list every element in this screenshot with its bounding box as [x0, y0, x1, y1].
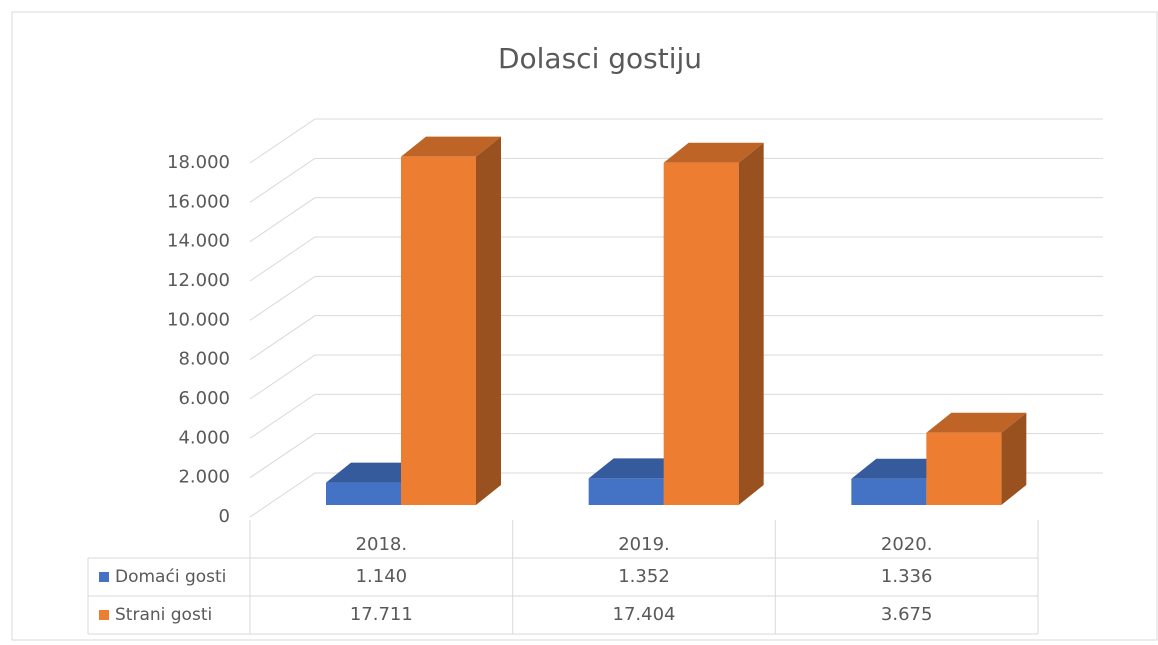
- y-tick-label: 4.000: [178, 427, 230, 448]
- bar: [851, 478, 927, 505]
- legend-label: Domaći gosti: [115, 567, 226, 587]
- y-tick-label: 18.000: [167, 152, 230, 173]
- bar-side: [1001, 412, 1027, 505]
- x-tick-label: 2020.: [881, 534, 933, 555]
- grid-line: [249, 197, 1103, 243]
- grid-line: [249, 275, 1103, 321]
- y-tick-label: 16.000: [167, 191, 230, 212]
- bar-side: [738, 142, 764, 506]
- grid-line: [249, 157, 1103, 203]
- table-value: 17.404: [613, 604, 676, 625]
- grid-line: [249, 472, 1103, 518]
- y-tick-label: 6.000: [178, 388, 230, 409]
- bar-top: [401, 136, 501, 157]
- grid-line: [249, 118, 1103, 164]
- chart-title: Dolasci gostiju: [498, 42, 702, 75]
- grid-line: [249, 393, 1103, 439]
- grid-line: [249, 354, 1103, 400]
- table-value: 1.352: [618, 566, 670, 587]
- bar: [663, 162, 739, 506]
- y-tick-label: 2.000: [178, 467, 230, 488]
- table-value: 1.140: [356, 566, 408, 587]
- legend-swatch: [99, 572, 109, 582]
- chart-frame: [11, 11, 1158, 641]
- table-value: 1.336: [881, 566, 933, 587]
- grid-line: [249, 315, 1103, 361]
- bar: [588, 478, 664, 505]
- bar-top: [663, 142, 764, 163]
- table-value: 3.675: [881, 604, 933, 625]
- legend-label: Strani gosti: [115, 605, 212, 625]
- x-tick-label: 2019.: [618, 534, 670, 555]
- y-tick-label: 0: [219, 506, 230, 527]
- x-tick-label: 2018.: [356, 534, 408, 555]
- y-tick-label: 8.000: [178, 349, 230, 370]
- y-tick-label: 12.000: [167, 270, 230, 291]
- y-tick-label: 10.000: [167, 309, 230, 330]
- bar: [326, 482, 401, 505]
- bar-top: [926, 412, 1027, 433]
- bar-side: [476, 136, 501, 506]
- bar: [926, 432, 1002, 505]
- grid-line: [249, 236, 1103, 282]
- bar: [401, 156, 476, 506]
- y-tick-label: 14.000: [167, 231, 230, 252]
- table-value: 17.711: [350, 604, 413, 625]
- legend-swatch: [99, 610, 109, 620]
- grid-line: [249, 433, 1103, 479]
